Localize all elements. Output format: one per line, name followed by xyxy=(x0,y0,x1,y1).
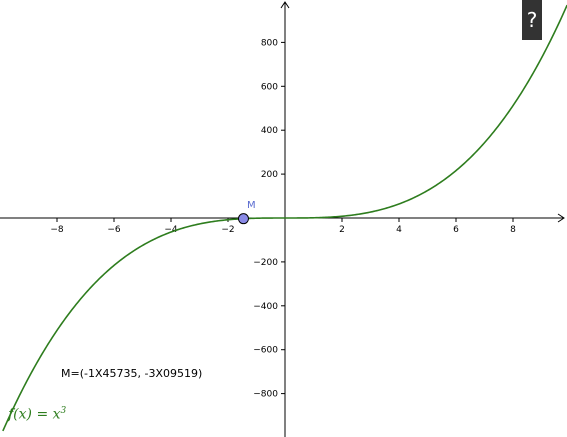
point-m[interactable] xyxy=(237,213,249,225)
y-tick-label: −600 xyxy=(253,346,278,356)
x-tick-label: −2 xyxy=(221,225,234,235)
y-tick-label: −200 xyxy=(253,258,278,268)
x-tick-label: 2 xyxy=(339,225,345,235)
help-button[interactable]: ? xyxy=(522,0,542,40)
x-tick-label: −8 xyxy=(50,225,64,235)
point-m-label: M xyxy=(247,200,256,211)
x-tick-label: 4 xyxy=(396,225,402,235)
function-label-exponent: 3 xyxy=(60,406,67,416)
y-tick-label: 600 xyxy=(261,82,278,92)
x-tick-label: 8 xyxy=(510,225,516,235)
x-tick-label: −4 xyxy=(164,225,178,235)
y-axis-ticks: −800 −600 −400 −200 200 400 600 800 xyxy=(253,38,285,400)
y-tick-label: 400 xyxy=(261,126,278,136)
y-tick-label: −800 xyxy=(253,390,278,400)
y-tick-label: 200 xyxy=(261,170,278,180)
y-tick-label: −400 xyxy=(253,302,278,312)
y-axis-arrow xyxy=(280,1,290,9)
x-tick-label: 6 xyxy=(453,225,459,235)
y-tick-label: 800 xyxy=(261,38,278,48)
x-axis-ticks: −8 −6 −4 −2 2 4 6 8 xyxy=(50,218,516,235)
function-curve[interactable] xyxy=(2,4,567,432)
function-label[interactable]: f(x) = x3 xyxy=(8,406,66,423)
function-label-base: f(x) = x xyxy=(8,406,61,423)
x-tick-label: −6 xyxy=(107,225,121,235)
x-axis-arrow xyxy=(557,213,565,223)
point-coordinates-text: M=(-1X45735, -3X09519) xyxy=(61,367,203,380)
